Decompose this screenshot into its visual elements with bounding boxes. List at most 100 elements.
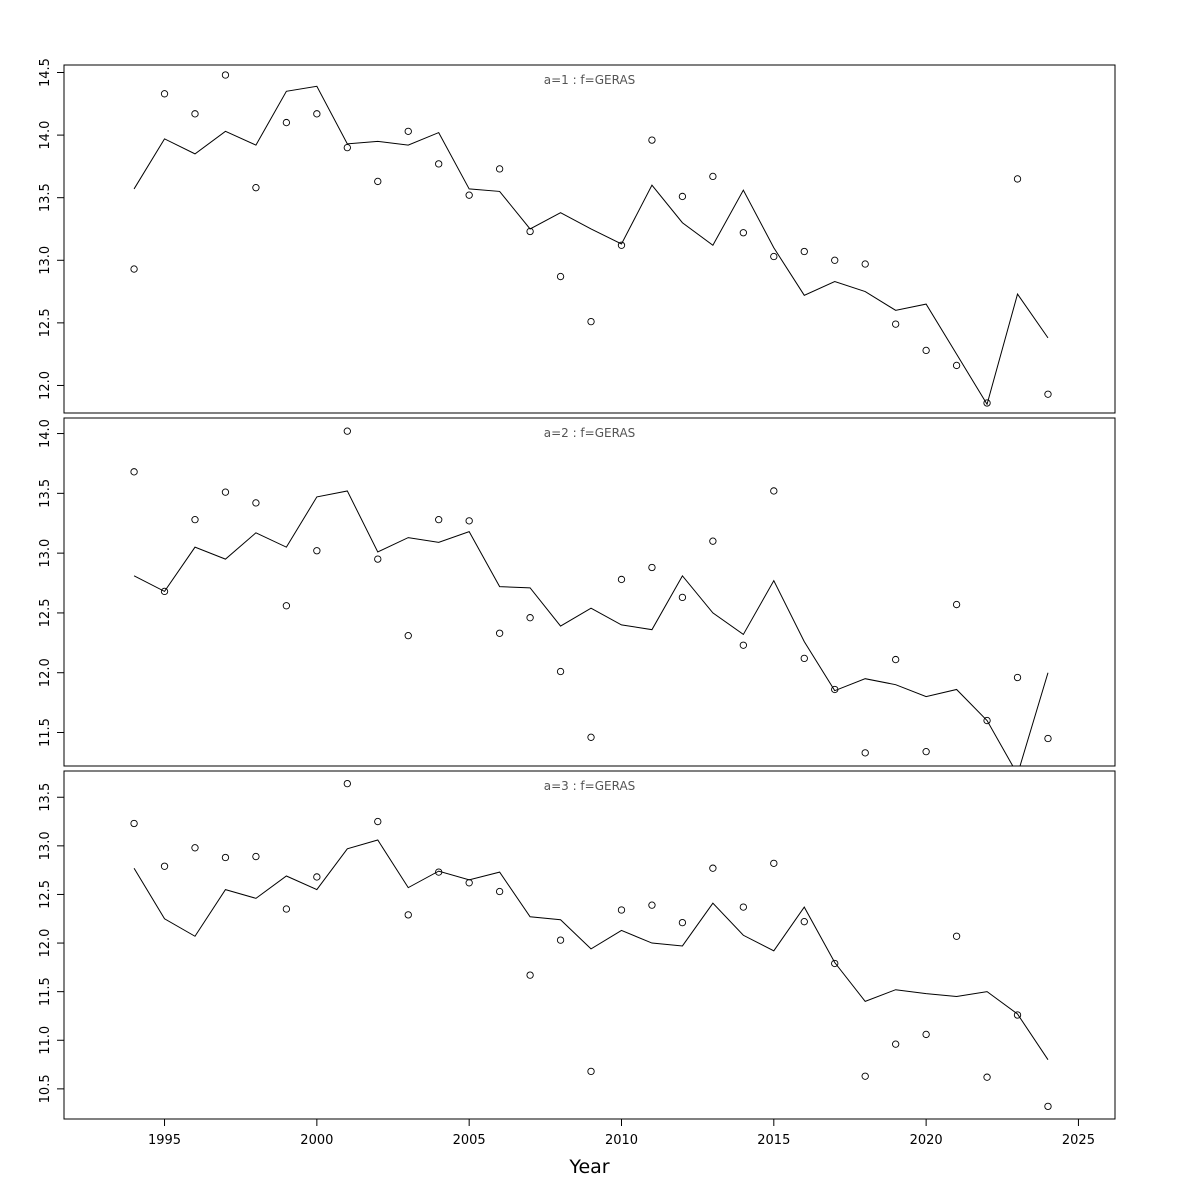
- data-point: [404, 127, 412, 135]
- y-tick-label: 14.0: [38, 121, 53, 150]
- data-point: [648, 563, 656, 572]
- y-tick-label: 12.5: [38, 598, 53, 627]
- fitted-line: [133, 490, 1049, 766]
- y-tick-label: 11.0: [38, 1026, 53, 1055]
- panel-1: 12.0 12.5 13.0 13.5 14.0 14.5 a=1 : f=GERAS: [38, 58, 1116, 414]
- data-point: [160, 862, 169, 870]
- data-point: [709, 172, 717, 181]
- y-tick-label: 12.5: [38, 880, 53, 909]
- data-point: [252, 184, 260, 192]
- data-point: [221, 488, 230, 496]
- y-tick-label: 12.0: [38, 371, 53, 400]
- data-point: [130, 468, 138, 476]
- data-point: [1044, 1102, 1052, 1111]
- data-point: [892, 655, 900, 664]
- data-point: [221, 71, 230, 79]
- data-point: [892, 320, 900, 328]
- data-point: [556, 272, 565, 281]
- data-point: [435, 515, 443, 524]
- x-tick-label: 1995: [148, 1133, 181, 1148]
- x-tick-label: 2020: [910, 1133, 943, 1148]
- data-point: [556, 936, 565, 944]
- data-point: [465, 191, 473, 199]
- data-point: [617, 575, 626, 584]
- data-point: [983, 1073, 991, 1081]
- observed-points: [130, 71, 1052, 407]
- panel-label: a=2 : f=GERAS: [544, 426, 636, 440]
- data-point: [952, 600, 961, 609]
- data-point: [465, 879, 473, 887]
- y-tick-label: 13.0: [38, 246, 53, 275]
- y-tick-label: 13.0: [38, 831, 53, 860]
- data-point: [343, 779, 351, 788]
- data-point: [861, 260, 869, 268]
- y-tick-label: 12.0: [38, 929, 53, 958]
- data-point: [983, 399, 991, 407]
- data-point: [587, 1067, 595, 1076]
- data-point: [343, 427, 351, 435]
- data-point: [709, 864, 717, 872]
- data-point: [770, 859, 778, 867]
- data-point: [587, 317, 595, 326]
- data-point: [160, 90, 169, 98]
- data-point: [1013, 673, 1022, 682]
- data-point: [130, 819, 138, 828]
- data-point: [952, 361, 961, 370]
- data-point: [374, 555, 382, 563]
- data-point: [678, 918, 687, 927]
- data-point: [678, 593, 687, 602]
- panel-box: [63, 417, 1116, 767]
- x-tick-label: 2015: [757, 1133, 790, 1148]
- data-point: [800, 247, 808, 256]
- data-point: [922, 346, 930, 355]
- data-point: [435, 160, 443, 168]
- y-tick-label: 13.0: [38, 539, 53, 568]
- data-point: [221, 853, 230, 862]
- fitted-line: [133, 85, 1049, 406]
- y-tick-label: 12.5: [38, 308, 53, 337]
- data-point: [1044, 734, 1052, 743]
- data-point: [465, 517, 473, 525]
- y-tick-label: 10.5: [38, 1074, 53, 1103]
- data-point: [556, 667, 565, 676]
- y-tick-label: 11.5: [38, 977, 53, 1006]
- data-point: [495, 165, 504, 173]
- data-point: [313, 547, 321, 555]
- data-point: [160, 587, 169, 596]
- data-point: [922, 747, 930, 756]
- data-point: [800, 654, 808, 663]
- data-point: [282, 602, 291, 610]
- data-point: [587, 733, 595, 741]
- data-point: [648, 901, 656, 909]
- data-point: [617, 906, 626, 914]
- data-point: [1044, 390, 1052, 398]
- y-tick-label: 14.5: [38, 58, 53, 87]
- x-tick-label: 2025: [1062, 1133, 1095, 1148]
- data-point: [1013, 175, 1022, 183]
- data-point: [770, 252, 778, 261]
- data-point: [495, 629, 504, 637]
- panel-label: a=3 : f=GERAS: [544, 779, 636, 793]
- data-point: [374, 177, 382, 186]
- data-point: [526, 971, 534, 979]
- panel-2: 11.5 12.0 12.5 13.0 13.5 14.0 a=2 : f=GERAS: [38, 417, 1116, 767]
- data-point: [404, 911, 412, 919]
- panel-label: a=1 : f=GERAS: [544, 73, 636, 87]
- data-point: [831, 256, 839, 264]
- data-point: [892, 1040, 900, 1048]
- panel-box: [63, 64, 1116, 414]
- data-point: [343, 143, 351, 152]
- data-point: [739, 641, 747, 649]
- data-point: [495, 887, 504, 896]
- data-point: [374, 817, 382, 826]
- data-point: [252, 852, 260, 861]
- y-tick-label: 13.5: [38, 183, 53, 212]
- x-tick-label: 2000: [300, 1133, 333, 1148]
- data-point: [861, 749, 869, 757]
- data-point: [861, 1072, 869, 1080]
- y-tick-label: 13.5: [38, 783, 53, 812]
- data-point: [922, 1030, 930, 1039]
